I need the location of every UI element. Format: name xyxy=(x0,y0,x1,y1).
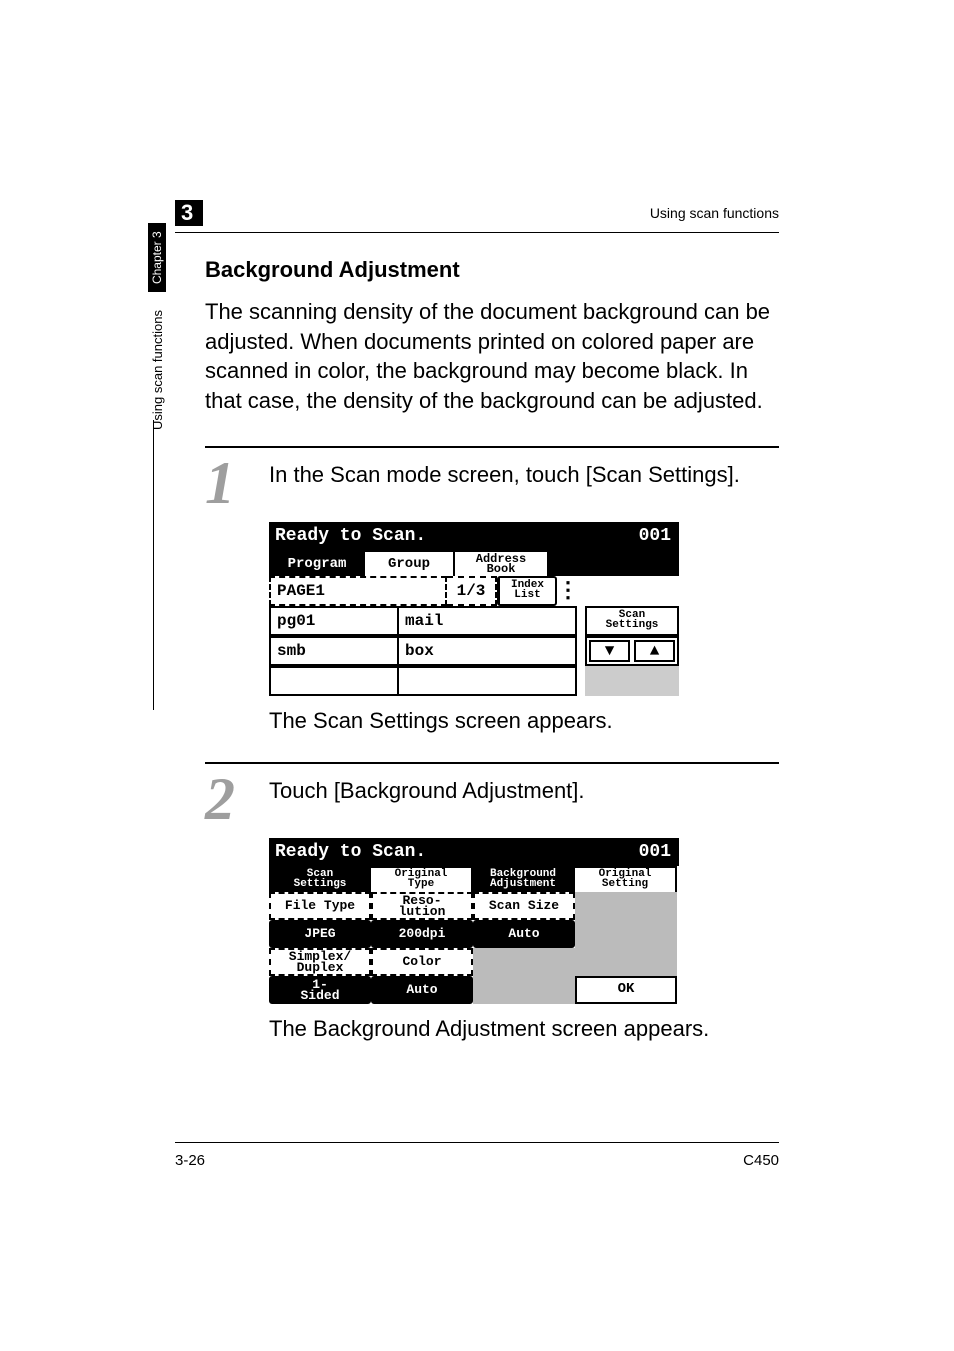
step-1-result: The Scan Settings screen appears. xyxy=(269,708,779,734)
lcd1-arrow-down[interactable]: ▼ xyxy=(589,640,630,662)
step-text-2: Touch [Background Adjustment]. xyxy=(269,772,585,826)
lcd1-empty1 xyxy=(269,666,399,696)
lcd2-auto-size-button[interactable]: Auto xyxy=(473,920,575,948)
section-number: 3 xyxy=(175,200,203,226)
lcd2-r2-blank xyxy=(575,920,677,948)
lcd2-tab-background-adjustment[interactable]: Background Adjustment xyxy=(473,866,575,892)
lcd1-tab-program[interactable]: Program xyxy=(269,550,365,576)
side-tab-line xyxy=(153,420,154,710)
lcd2-color-label: Color xyxy=(371,948,473,976)
lcd1-arrows: ▼ ▲ xyxy=(585,636,679,666)
lcd1-page-number: 1/3 xyxy=(447,576,497,606)
lcd1-scan-settings[interactable]: Scan Settings xyxy=(585,606,679,636)
lcd2-reso-l2: lution xyxy=(399,906,446,917)
lcd2-sided-l2: Sided xyxy=(300,990,339,1001)
lcd2-simplex-duplex-label: Simplex/ Duplex xyxy=(269,948,371,976)
lcd2-file-type-label: File Type xyxy=(269,892,371,920)
lcd2-r1-blank xyxy=(575,892,677,920)
lcd1-scan-l2: Settings xyxy=(606,621,659,630)
lcd-screen-2: Ready to Scan. 001 Scan Settings Origina… xyxy=(269,838,679,1004)
lcd1-tab-group[interactable]: Group xyxy=(365,550,455,576)
running-title: Using scan functions xyxy=(650,205,779,221)
step-2: 2 Touch [Background Adjustment]. xyxy=(205,772,779,826)
step-number-2: 2 xyxy=(205,772,251,826)
section-paragraph: The scanning density of the document bac… xyxy=(205,297,779,416)
step-text: In the Scan mode screen, touch [Scan Set… xyxy=(269,456,740,510)
lcd1-counter: 001 xyxy=(631,522,679,550)
side-tab-label: Using scan functions xyxy=(150,310,165,430)
lcd2-scan-size-label: Scan Size xyxy=(473,892,575,920)
lcd1-grey xyxy=(585,666,679,696)
lcd2-r3-blank1 xyxy=(473,948,575,976)
lcd1-title: Ready to Scan. xyxy=(269,522,631,550)
lcd1-page-label: PAGE1 xyxy=(269,576,447,606)
lcd2-tab-original-setting[interactable]: Original Setting xyxy=(575,866,677,892)
lcd2-counter: 001 xyxy=(631,838,679,866)
step-rule-2 xyxy=(205,762,779,764)
lcd2-r3-blank2 xyxy=(575,948,677,976)
lcd1-cell-mail[interactable]: mail xyxy=(399,606,577,636)
lcd-screen-1: Ready to Scan. 001 Program Group Address… xyxy=(269,522,679,696)
lcd1-tab-spacer xyxy=(549,550,679,576)
step-2-result: The Background Adjustment screen appears… xyxy=(269,1016,779,1042)
lcd2-title: Ready to Scan. xyxy=(269,838,631,866)
page-header: 3 Using scan functions xyxy=(175,200,779,226)
step-rule xyxy=(205,446,779,448)
lcd1-cell-smb[interactable]: smb xyxy=(269,636,399,666)
side-tab-chapter: Chapter 3 xyxy=(148,223,166,292)
lcd1-cell-pg01[interactable]: pg01 xyxy=(269,606,399,636)
header-rule xyxy=(175,232,779,233)
footer-page-number: 3-26 xyxy=(175,1152,205,1169)
lcd1-index-list[interactable]: Index List xyxy=(497,576,557,606)
lcd2-sd-l2: Duplex xyxy=(297,962,344,973)
lcd1-cell-box[interactable]: box xyxy=(399,636,577,666)
lcd2-tab2-l2: Adjustment xyxy=(490,880,556,889)
lcd2-color-auto-button[interactable]: Auto xyxy=(371,976,473,1004)
lcd2-tab-original-type[interactable]: Original Type xyxy=(371,866,473,892)
lcd1-tab-address[interactable]: Address Book xyxy=(455,550,549,576)
section-heading: Background Adjustment xyxy=(205,257,779,283)
lcd1-arrow-up[interactable]: ▲ xyxy=(634,640,675,662)
lcd2-sided-button[interactable]: 1- Sided xyxy=(269,976,371,1004)
side-tab: Using scan functions Chapter 3 xyxy=(148,130,166,430)
lcd2-tab1-l2: Type xyxy=(408,880,434,889)
lcd2-tab3-l2: Setting xyxy=(602,880,648,889)
lcd2-tab0-l2: Settings xyxy=(294,880,347,889)
footer-model: C450 xyxy=(743,1152,779,1169)
lcd1-blank xyxy=(577,576,679,606)
lcd2-dpi-button[interactable]: 200dpi xyxy=(371,920,473,948)
lcd1-tab-address-l2: Book xyxy=(487,564,516,574)
lcd1-empty2 xyxy=(399,666,577,696)
page-footer: 3-26 C450 xyxy=(175,1152,779,1169)
lcd2-tab-scan-settings[interactable]: Scan Settings xyxy=(269,866,371,892)
step-1: 1 In the Scan mode screen, touch [Scan S… xyxy=(205,456,779,510)
footer-rule xyxy=(175,1142,779,1143)
lcd2-ok-button[interactable]: OK xyxy=(575,976,677,1004)
lcd1-scroll-dots[interactable]: ⋮ xyxy=(557,576,577,606)
step-number: 1 xyxy=(205,456,251,510)
lcd2-r4-blank xyxy=(473,976,575,1004)
lcd2-jpeg-button[interactable]: JPEG xyxy=(269,920,371,948)
lcd2-resolution-label: Reso- lution xyxy=(371,892,473,920)
lcd1-index-l2: List xyxy=(514,591,540,600)
